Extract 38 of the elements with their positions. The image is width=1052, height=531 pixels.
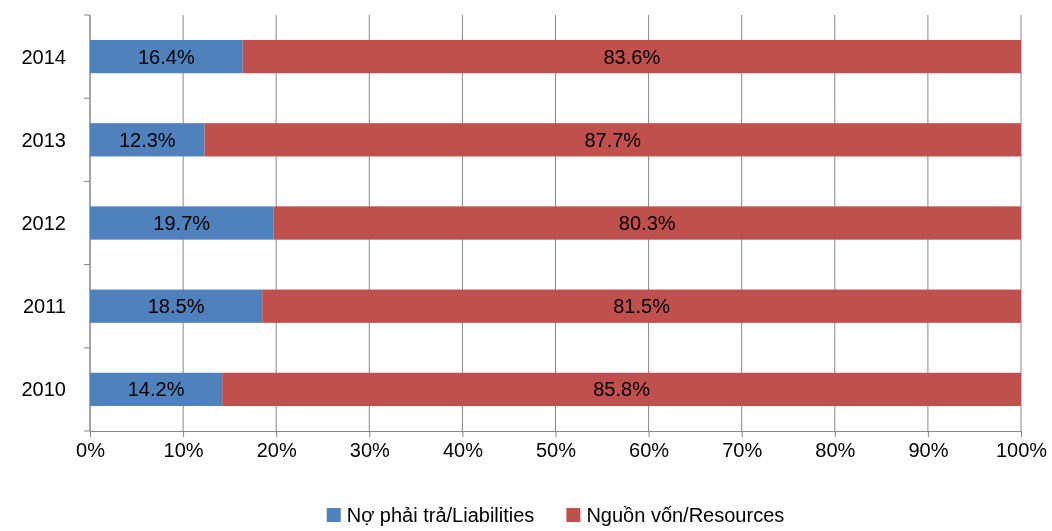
y-tick-label: 2011	[22, 295, 66, 318]
data-label: 14.2%	[127, 378, 185, 401]
x-tick-label: 100%	[995, 439, 1048, 462]
bar	[204, 123, 1021, 157]
bar	[242, 39, 1021, 74]
y-tick-label: 2010	[21, 378, 66, 401]
x-tick-label: 50%	[535, 439, 577, 462]
y-tick-label: 2012	[21, 212, 66, 234]
x-tick-label: 60%	[629, 439, 670, 462]
bar	[90, 206, 274, 240]
bar	[273, 206, 1021, 240]
data-label: 18.5%	[147, 295, 205, 318]
bar	[222, 372, 1021, 407]
x-tick-label: 0%	[76, 439, 106, 462]
x-tick-label: 20%	[256, 439, 297, 462]
bar	[90, 123, 205, 157]
data-label: 80.3%	[618, 212, 676, 234]
x-tick-label: 70%	[722, 439, 763, 462]
legend-label: Nợ phải trả/Liabilities	[346, 504, 535, 526]
bar	[262, 289, 1021, 323]
x-tick-label: 10%	[163, 439, 204, 462]
legend-label: Nguồn vốn/Resources	[586, 504, 785, 526]
bar	[90, 289, 263, 323]
x-tick-label: 80%	[815, 439, 856, 462]
data-label: 19.7%	[153, 212, 211, 234]
data-label: 87.7%	[584, 128, 642, 151]
bar	[90, 39, 243, 74]
data-label: 81.5%	[613, 295, 671, 318]
x-tick-label: 90%	[908, 439, 949, 462]
x-tick-label: 40%	[442, 439, 484, 462]
data-label: 83.6%	[603, 45, 661, 68]
data-label: 85.8%	[593, 378, 651, 401]
data-label: 16.4%	[137, 45, 195, 68]
y-tick-label: 2014	[21, 45, 66, 68]
y-tick-label: 2013	[21, 128, 66, 151]
bar	[90, 372, 223, 407]
x-tick-label: 30%	[349, 439, 391, 462]
data-label: 12.3%	[118, 128, 176, 151]
